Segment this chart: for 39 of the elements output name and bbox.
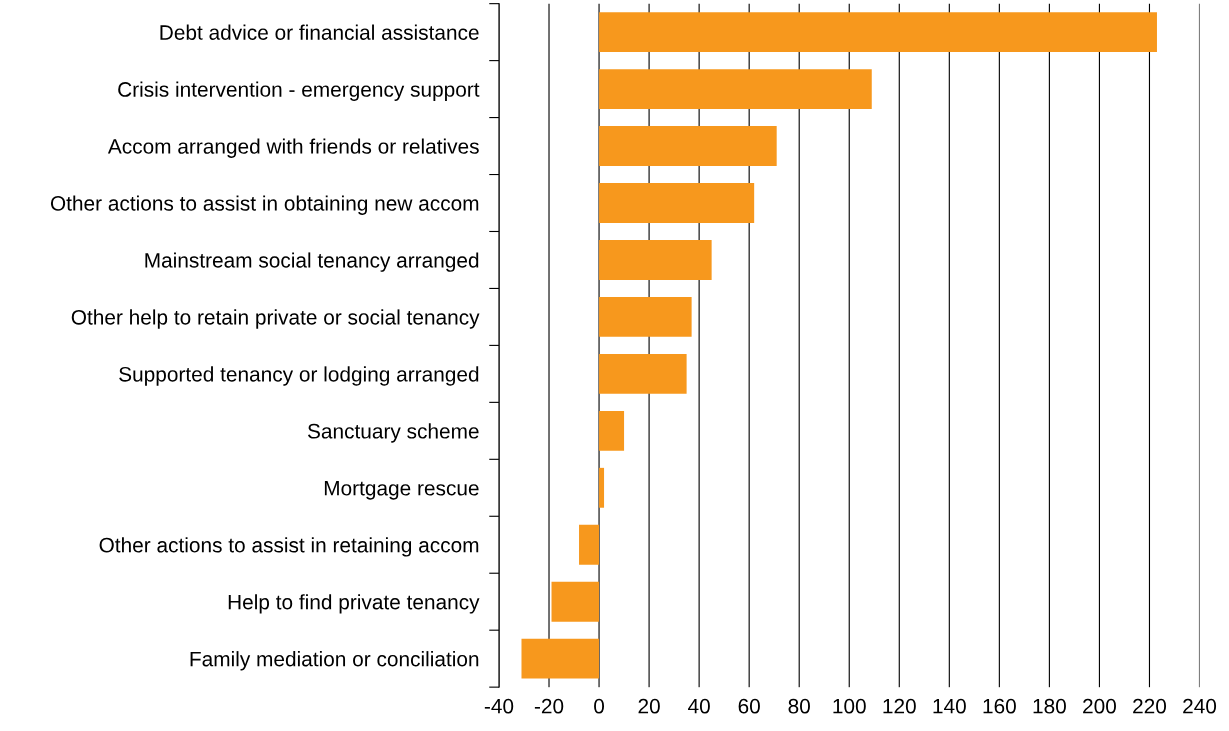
bar [599, 467, 605, 508]
bar [599, 353, 687, 394]
x-tick-label: 200 [1083, 698, 1116, 714]
y-tick-label: Mainstream social tenancy arranged [145, 252, 479, 272]
y-tick-label: Debt advice or financial assistance [160, 24, 479, 40]
x-tick-label: 180 [1033, 698, 1066, 714]
bar [521, 638, 600, 679]
bar [599, 69, 872, 110]
x-tick-label: 240 [1183, 698, 1217, 714]
x-tick-label: 140 [933, 698, 966, 714]
x-tick-label: 100 [833, 698, 866, 714]
y-tick-label: Sanctuary scheme [307, 423, 479, 443]
x-tick-label: 60 [738, 698, 760, 714]
bar [551, 581, 600, 622]
bar [599, 126, 777, 166]
y-tick-label: Mortgage rescue [324, 481, 479, 500]
x-tick-label: -40 [484, 698, 514, 714]
x-tick-label: 160 [983, 698, 1016, 714]
x-tick-label: 40 [688, 698, 710, 714]
bar [599, 410, 625, 451]
y-tick-label: Supported tenancy or lodging arranged [119, 366, 479, 386]
y-tick-label: Other help to retain private or social tenancy [71, 309, 480, 329]
bar [579, 524, 600, 565]
y-tick-label: Other actions to assist in retaining accom [99, 537, 479, 557]
x-tick-label: 120 [883, 698, 916, 714]
bar [599, 183, 755, 223]
y-tick-label: Other actions to assist in obtaining new accom [50, 195, 479, 215]
bar [599, 296, 692, 337]
y-tick-label: Help to find private tenancy [228, 594, 480, 614]
x-tick-label: 0 [594, 698, 605, 714]
y-tick-label: Crisis intervention - emergency support [118, 81, 480, 101]
y-tick-label: Accom arranged with friends or relatives [107, 138, 479, 158]
y-tick-label: Family mediation or conciliation [190, 651, 479, 671]
x-tick-label: 220 [1133, 698, 1167, 714]
x-tick-label: -20 [534, 698, 564, 714]
bar [599, 240, 712, 280]
x-tick-label: 20 [638, 698, 660, 714]
x-tick-label: 80 [788, 698, 810, 714]
bar [599, 12, 1157, 53]
